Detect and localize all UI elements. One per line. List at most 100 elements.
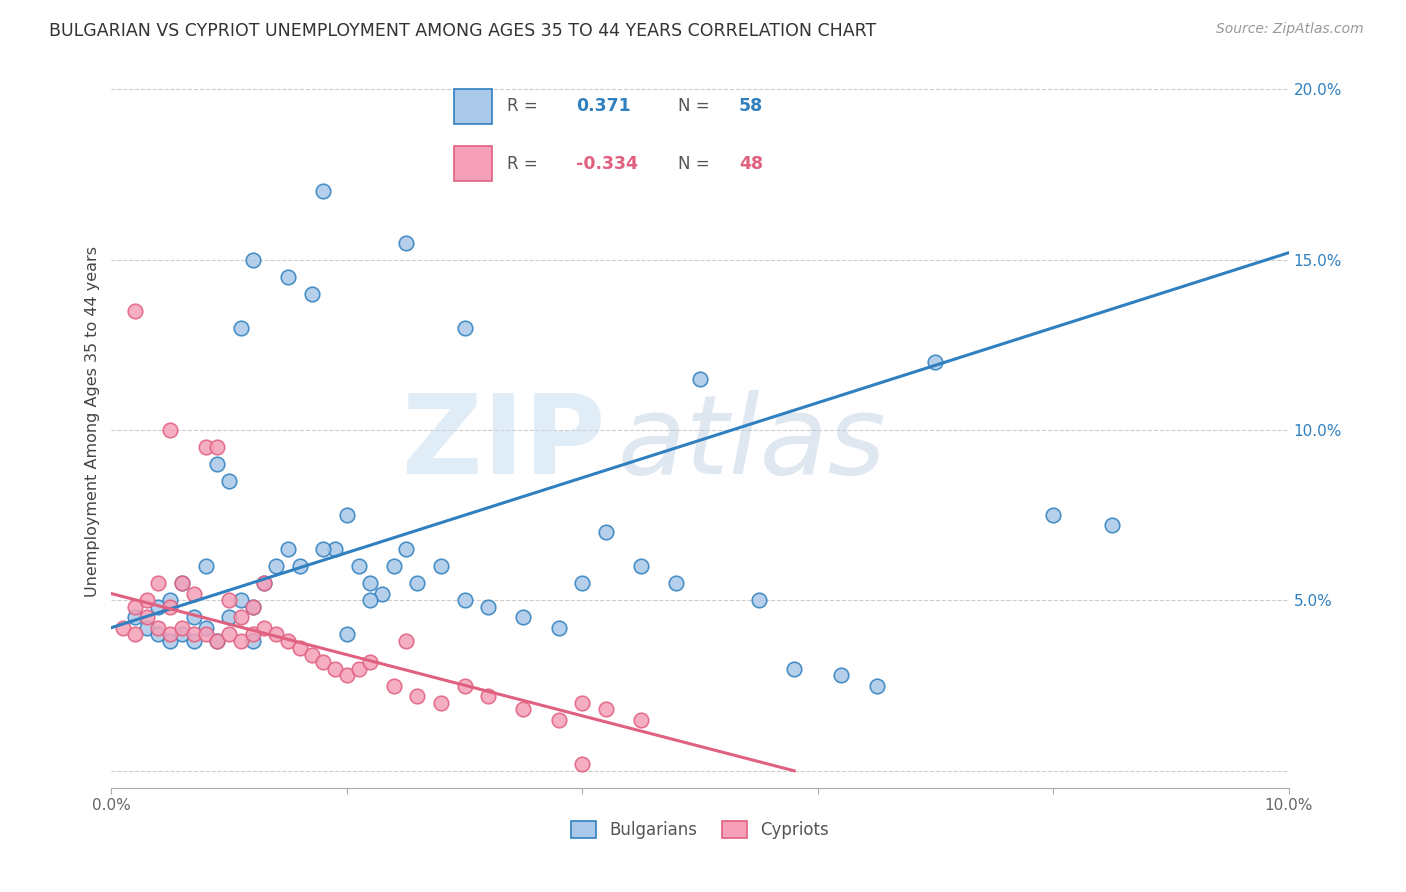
- Point: [571, 756, 593, 771]
- Point: [183, 586, 205, 600]
- Point: [264, 559, 287, 574]
- Point: [312, 542, 335, 557]
- Point: [430, 696, 453, 710]
- Point: [347, 559, 370, 574]
- Point: [359, 593, 381, 607]
- Point: [395, 634, 418, 648]
- Text: BULGARIAN VS CYPRIOT UNEMPLOYMENT AMONG AGES 35 TO 44 YEARS CORRELATION CHART: BULGARIAN VS CYPRIOT UNEMPLOYMENT AMONG …: [49, 22, 876, 40]
- Point: [159, 634, 181, 648]
- Point: [183, 610, 205, 624]
- Point: [194, 621, 217, 635]
- Point: [430, 559, 453, 574]
- Point: [1101, 518, 1123, 533]
- Point: [277, 634, 299, 648]
- Point: [218, 593, 240, 607]
- Point: [135, 621, 157, 635]
- Point: [229, 634, 252, 648]
- Point: [159, 600, 181, 615]
- Bar: [454, 89, 492, 124]
- Text: Source: ZipAtlas.com: Source: ZipAtlas.com: [1216, 22, 1364, 37]
- Point: [359, 655, 381, 669]
- Point: [124, 600, 146, 615]
- Point: [288, 641, 311, 656]
- Point: [301, 648, 323, 662]
- Point: [406, 576, 429, 591]
- Point: [148, 576, 170, 591]
- Point: [336, 668, 359, 682]
- Text: 58: 58: [740, 97, 763, 115]
- Point: [264, 627, 287, 641]
- Point: [453, 679, 475, 693]
- Point: [323, 662, 346, 676]
- Point: [229, 320, 252, 334]
- Point: [148, 621, 170, 635]
- Point: [229, 593, 252, 607]
- Point: [207, 634, 229, 648]
- Point: [194, 440, 217, 454]
- Text: -0.334: -0.334: [576, 155, 638, 173]
- Point: [218, 627, 240, 641]
- Point: [207, 457, 229, 471]
- Point: [630, 713, 652, 727]
- Point: [359, 576, 381, 591]
- Point: [229, 610, 252, 624]
- Point: [170, 627, 193, 641]
- Text: N =: N =: [678, 97, 710, 115]
- Text: atlas: atlas: [617, 390, 886, 497]
- Point: [312, 185, 335, 199]
- Point: [512, 610, 534, 624]
- Point: [148, 600, 170, 615]
- Point: [242, 600, 264, 615]
- Point: [323, 542, 346, 557]
- Point: [748, 593, 770, 607]
- Point: [406, 689, 429, 703]
- Point: [336, 508, 359, 523]
- Point: [382, 679, 405, 693]
- Point: [395, 235, 418, 250]
- Text: R =: R =: [508, 155, 538, 173]
- Point: [277, 542, 299, 557]
- Point: [571, 696, 593, 710]
- Point: [124, 610, 146, 624]
- Point: [595, 525, 617, 540]
- Point: [595, 702, 617, 716]
- Text: 0.371: 0.371: [576, 97, 630, 115]
- Point: [865, 679, 887, 693]
- Point: [453, 593, 475, 607]
- Point: [124, 303, 146, 318]
- Point: [135, 610, 157, 624]
- Point: [159, 593, 181, 607]
- Y-axis label: Unemployment Among Ages 35 to 44 years: Unemployment Among Ages 35 to 44 years: [86, 246, 100, 597]
- Point: [253, 576, 276, 591]
- Point: [170, 576, 193, 591]
- Point: [253, 621, 276, 635]
- Point: [218, 474, 240, 488]
- Point: [477, 600, 499, 615]
- Point: [159, 423, 181, 437]
- Point: [135, 593, 157, 607]
- Point: [124, 627, 146, 641]
- Point: [830, 668, 852, 682]
- Point: [336, 627, 359, 641]
- Point: [571, 576, 593, 591]
- Point: [242, 627, 264, 641]
- Point: [207, 634, 229, 648]
- Point: [665, 576, 688, 591]
- Point: [382, 559, 405, 574]
- Point: [1042, 508, 1064, 523]
- Point: [512, 702, 534, 716]
- Point: [242, 600, 264, 615]
- Point: [630, 559, 652, 574]
- Point: [170, 576, 193, 591]
- Text: ZIP: ZIP: [402, 390, 606, 497]
- Point: [288, 559, 311, 574]
- Point: [148, 627, 170, 641]
- Bar: [454, 146, 492, 181]
- Point: [218, 610, 240, 624]
- Point: [924, 355, 946, 369]
- Text: 48: 48: [740, 155, 763, 173]
- Point: [170, 621, 193, 635]
- Text: R =: R =: [508, 97, 538, 115]
- Point: [547, 621, 569, 635]
- Point: [312, 655, 335, 669]
